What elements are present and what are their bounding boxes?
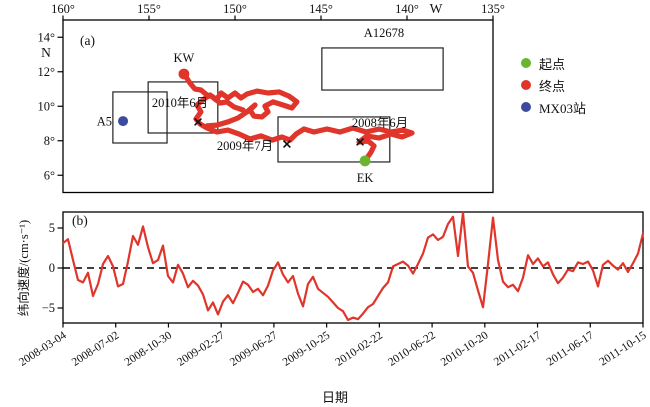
velocity-tick-label: 5 — [49, 221, 55, 235]
date-tick-label: 2010-02-22 — [333, 329, 385, 368]
x-marker — [194, 117, 202, 126]
date-tick-label: 2010-06-22 — [386, 329, 438, 368]
lat-tick-label: 14° — [38, 30, 56, 44]
map-border — [62, 19, 494, 194]
legend-label-station: MX03站 — [539, 100, 586, 116]
panel-b-label: (b) — [72, 213, 88, 228]
map-annotation: EK — [357, 171, 374, 185]
longitude-unit-label: W — [429, 1, 443, 16]
lat-tick-label: 10° — [38, 99, 56, 113]
velocity-line — [61, 211, 645, 322]
legend-label-end: 终点 — [539, 78, 566, 94]
y-axis-title: 纬向速度/(cm·s⁻¹) — [17, 219, 31, 317]
date-tick-label: 2009-06-27 — [228, 329, 280, 368]
end-point-legend-icon — [521, 80, 531, 90]
velocity-tick-label: −5 — [42, 301, 55, 315]
date-tick-label: 2011-10-15 — [597, 329, 648, 368]
map-annotation: A12678 — [364, 26, 404, 40]
end-point-dot — [178, 68, 190, 80]
lon-tick-label: 145° — [309, 2, 333, 16]
start-point-legend-icon — [521, 58, 531, 68]
lon-tick-label: 160° — [51, 2, 75, 16]
lat-tick-label: 6° — [44, 168, 55, 182]
x-marker — [282, 140, 291, 148]
lon-tick-label: 135° — [481, 2, 505, 16]
lon-tick-label: 155° — [137, 2, 161, 16]
legend-item-start: 起点 — [521, 52, 586, 74]
station-A5-box — [112, 91, 168, 144]
date-tick-label: 2011-02-17 — [492, 329, 543, 368]
panel-a-label: (a) — [80, 33, 95, 48]
date-tick-label: 2008-07-02 — [70, 329, 122, 368]
x-marker — [356, 137, 365, 146]
date-tick-label: 2008-10-30 — [123, 329, 175, 368]
lat-tick-label: 8° — [44, 134, 55, 148]
trajectory-path — [181, 71, 246, 113]
legend-label-start: 起点 — [539, 56, 566, 72]
date-tick-label: 2009-10-25 — [281, 329, 333, 368]
lat-tick-label: 12° — [38, 65, 56, 79]
map-annotation: 2008年6月 — [352, 116, 408, 130]
lon-tick-label: 150° — [223, 2, 247, 16]
date-tick-label: 2010-10-20 — [439, 329, 491, 368]
map-annotation: A5 — [97, 114, 112, 128]
map-annotation: 2009年7月 — [217, 139, 273, 153]
legend-item-end: 终点 — [521, 74, 586, 96]
x-axis-title: 日期 — [321, 390, 348, 405]
map-annotation: KW — [174, 51, 195, 65]
date-tick-label: 2011-06-17 — [545, 329, 596, 368]
station-dot — [118, 116, 129, 127]
A12678-box — [321, 47, 444, 91]
date-tick-label: 2009-02-27 — [175, 329, 227, 368]
lon-tick-label: 140° — [395, 2, 419, 16]
velocity-tick-label: 0 — [49, 261, 55, 275]
map-legend: 起点 终点 MX03站 — [521, 52, 586, 118]
legend-item-station: MX03站 — [521, 96, 586, 118]
station-legend-icon — [521, 102, 531, 112]
start-point-dot — [359, 155, 371, 167]
latitude-unit-label: N — [41, 45, 51, 60]
june-2010-box — [147, 81, 219, 134]
map-annotation: 2010年6月 — [152, 96, 208, 110]
